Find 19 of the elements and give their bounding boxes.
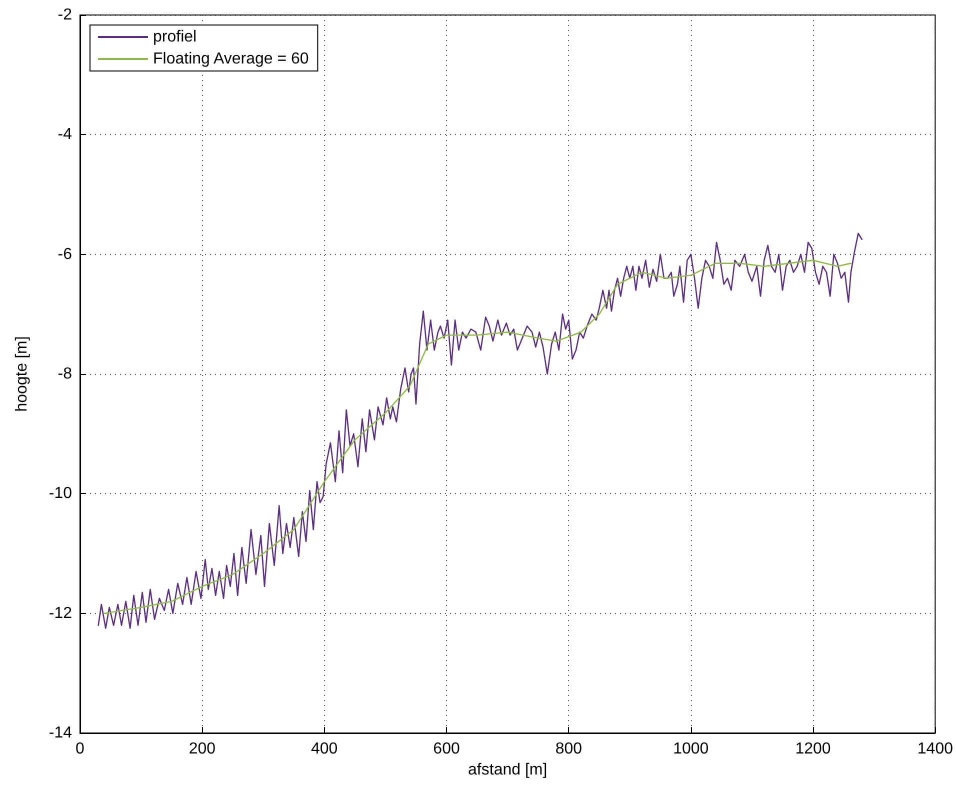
y-tick-label: -10 (48, 485, 72, 502)
y-tick-label: -8 (58, 366, 72, 382)
y-tick-label: -14 (48, 724, 72, 742)
x-tick-label: 200 (188, 740, 216, 758)
x-tick-label: 1200 (795, 740, 831, 758)
x-axis-title: afstand [m] (468, 761, 548, 778)
legend-label: profiel (153, 28, 197, 46)
x-tick-label: 0 (76, 740, 85, 758)
y-tick-label: -6 (58, 246, 72, 263)
y-tick-label: -12 (48, 604, 72, 622)
x-tick-label: 400 (310, 740, 338, 758)
y-axis-title: hoogte [m] (14, 336, 30, 412)
y-tick-label: -4 (58, 126, 72, 144)
x-tick-label: 600 (433, 740, 460, 758)
x-tick-label: 800 (555, 740, 582, 758)
x-tick-label: 1000 (673, 740, 709, 758)
y-tick-label: -2 (58, 6, 72, 24)
x-tick-label: 1400 (917, 740, 954, 758)
legend-label: Floating Average = 60 (153, 50, 309, 68)
